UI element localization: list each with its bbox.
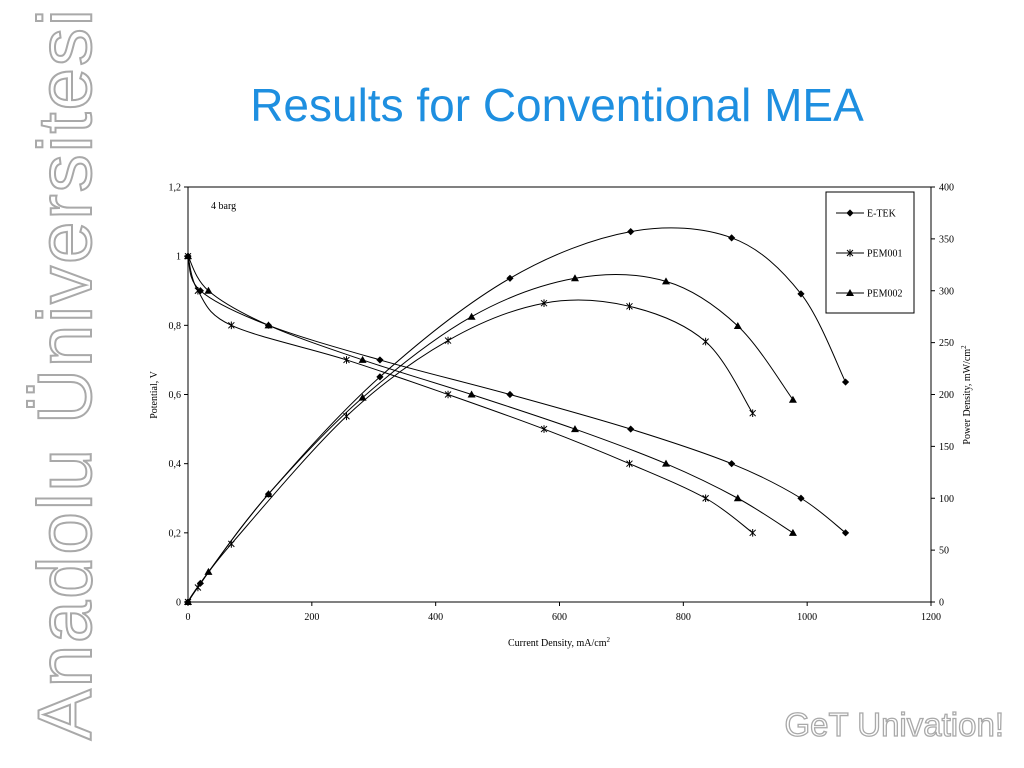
y-tick-label: 0 [176, 598, 181, 609]
x-tick-label: 0 [186, 612, 191, 623]
e-tek-power-point [728, 234, 736, 242]
y-tick-label: 1,2 [169, 183, 182, 194]
legend-pem002-marker [846, 289, 854, 296]
y-tick-label: 0,6 [169, 390, 182, 401]
pem002-power-point [733, 322, 742, 330]
e-tek-polarization-line [187, 255, 846, 534]
pem001-polarization-point [626, 459, 633, 468]
pem001-power-point [343, 412, 350, 421]
y2-tick-label: 400 [939, 183, 954, 194]
y2-tick-label: 150 [939, 442, 954, 453]
y2-tick-label: 300 [939, 286, 954, 297]
legend: E-TEK PEM001 PEM002 [825, 191, 915, 314]
pem002-polarization-point [264, 321, 273, 329]
pem002-power-point [788, 395, 797, 403]
y2-tick-label: 350 [939, 234, 954, 245]
y2-tick-label: 200 [939, 390, 954, 401]
pem002-polarization-point [733, 494, 742, 502]
e-tek-power-point [506, 274, 514, 282]
plot-area [187, 186, 932, 603]
legend-pem002-label: PEM002 [867, 289, 903, 300]
e-tek-polarization-point [506, 390, 514, 399]
pem001-polarization-point [343, 356, 350, 364]
x-tick-label: 1200 [921, 612, 941, 623]
chart-curves [187, 227, 847, 603]
pem002-polarization-point [204, 286, 213, 294]
y-axis-label: Potential, V [149, 370, 160, 418]
pem001-power-point [227, 540, 235, 548]
pem002-polarization-point [570, 425, 579, 433]
pem001-polarization-point [194, 286, 202, 295]
legend-pem001-label: PEM001 [867, 249, 903, 260]
pem002-polarization-point [358, 355, 367, 363]
legend-e-tek-label: E-TEK [867, 209, 897, 220]
pem002-polarization-point [661, 459, 670, 467]
legend-pem001-marker [846, 249, 854, 257]
e-tek-polarization-point [627, 425, 635, 433]
y2-tick-label: 250 [939, 338, 954, 349]
e-tek-power-point [627, 228, 635, 236]
annotation-label: 4 barg [211, 201, 236, 212]
pem001-polarization-point [540, 425, 548, 433]
tagline-text: GeT Univation! [784, 705, 1005, 743]
e-tek-polarization-point [376, 356, 384, 364]
pem001-power-point [540, 299, 548, 307]
pem002-polarization-point [184, 252, 192, 260]
e-tek-power-line [187, 227, 847, 603]
pem002-power-point [467, 312, 476, 320]
x-tick-label: 800 [676, 612, 691, 623]
legend-e-tek-marker [846, 209, 854, 217]
y2-tick-label: 0 [939, 598, 944, 609]
slide-title: Results for Conventional MEA [250, 79, 864, 131]
y2-tick-label: 100 [939, 494, 954, 505]
pem001-power-point [194, 583, 202, 592]
pem002-power-point [184, 598, 192, 605]
e-tek-polarization-point [841, 529, 850, 537]
y2-axis-label: Power Density, mW/cm2 [960, 345, 973, 445]
e-tek-polarization-point [196, 287, 204, 295]
x-tick-label: 200 [304, 612, 319, 623]
pem001-power-point [749, 409, 757, 417]
pem001-polarization-point [749, 529, 757, 537]
y-tick-label: 0,2 [169, 528, 182, 539]
pem002-power-point [661, 277, 670, 285]
pem001-polarization-point [702, 494, 709, 503]
pem001-polarization-point [444, 390, 452, 399]
pem001-power-point [444, 336, 452, 345]
pem002-power-point [358, 393, 367, 401]
y-tick-label: 0,8 [169, 321, 182, 332]
pem001-polarization-point [227, 321, 235, 330]
e-tek-power-point [196, 579, 204, 587]
pem002-power-line [187, 274, 794, 603]
y2-tick-label: 50 [939, 546, 949, 557]
pem002-power-point [264, 490, 273, 498]
x-tick-label: 600 [552, 612, 567, 623]
y-tick-label: 1 [176, 252, 181, 263]
pem002-polarization-point [467, 390, 476, 398]
e-tek-power-point [797, 290, 805, 298]
x-tick-label: 1000 [797, 612, 817, 623]
chart-markers [184, 228, 850, 606]
pem001-power-line [187, 299, 754, 603]
pem002-power-point [570, 274, 579, 282]
pem002-power-point [204, 567, 213, 575]
axis-ticks: 0 200 400 600 800 1000 1200 0 0,2 0,4 0,6 0,8 1 1,2 0 5… [169, 183, 955, 624]
pem001-power-point [702, 337, 709, 346]
pem002-polarization-point [788, 528, 797, 536]
e-tek-polarization-point [797, 494, 805, 502]
e-tek-polarization-point [728, 460, 736, 468]
y-tick-label: 0,4 [169, 459, 182, 470]
x-tick-label: 400 [428, 612, 443, 623]
pem001-power-point [626, 302, 633, 311]
e-tek-power-point [841, 378, 850, 386]
e-tek-power-point [376, 373, 384, 381]
x-axis-label: Current Density, mA/cm2 [508, 636, 611, 649]
